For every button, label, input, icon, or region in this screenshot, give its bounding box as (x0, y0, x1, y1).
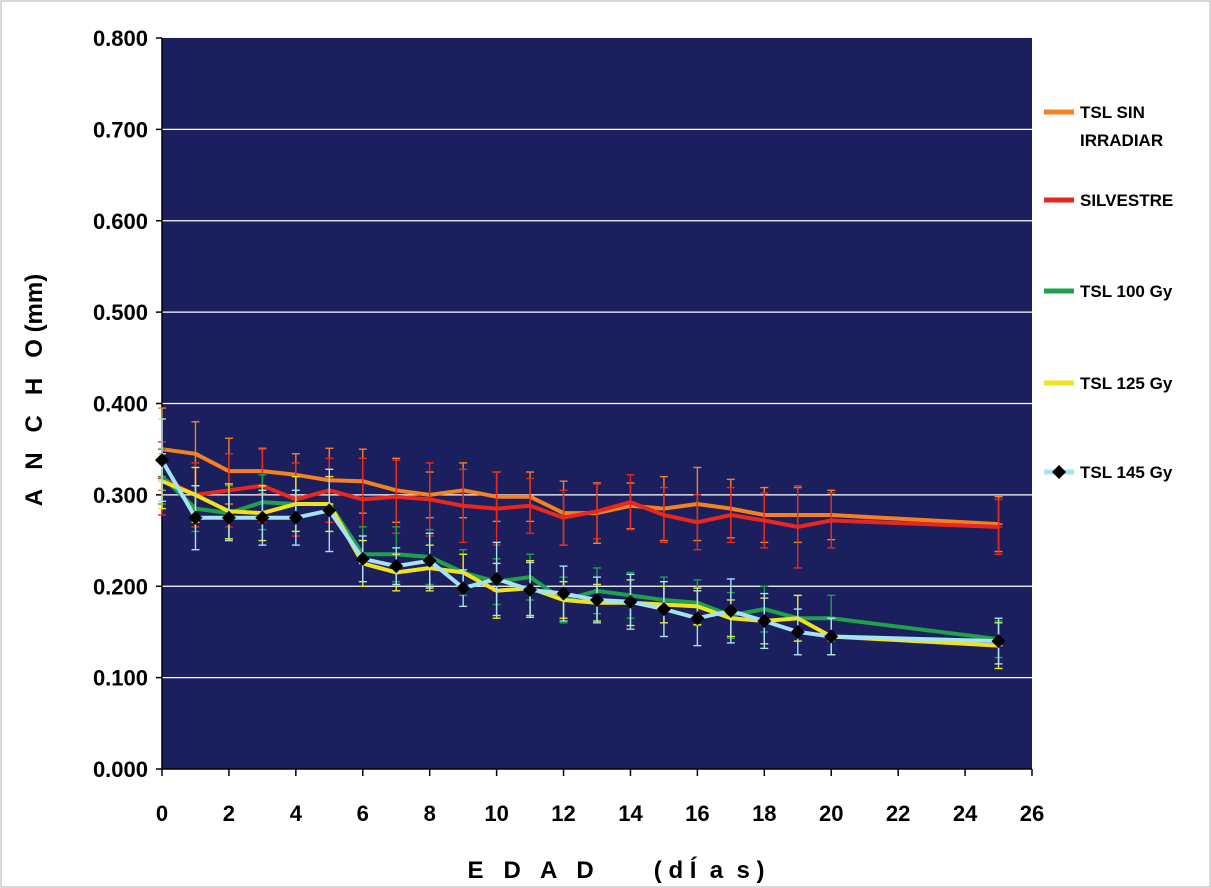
y-tick-label-7: 0.700 (93, 117, 148, 142)
y-tick-label-6: 0.600 (93, 209, 148, 234)
y-tick-label-3: 0.300 (93, 483, 148, 508)
data-point-4-5 (322, 503, 337, 518)
x-tick-label-8: 16 (685, 801, 709, 826)
legend-label-1-0: SILVESTRE (1080, 191, 1173, 210)
series-4 (155, 418, 1006, 665)
data-point-4-11 (523, 582, 538, 597)
y-tick-label-4: 0.400 (93, 392, 148, 417)
y-axis-title: A N C H O (mm) (21, 274, 48, 506)
legend-item-0: TSL SIN IRRADIAR (1044, 103, 1163, 150)
series-line-0 (161, 447, 999, 527)
legend-label-0-0: TSL SIN (1080, 103, 1145, 122)
legend-item-2: TSL 100 Gy (1044, 282, 1173, 301)
x-tick-label-6: 12 (551, 801, 575, 826)
x-tick-label-12: 24 (953, 801, 978, 826)
data-point-4-0 (155, 453, 169, 468)
data-point-4-21 (991, 634, 1006, 649)
series-line-1 (161, 476, 999, 529)
data-point-4-16 (690, 611, 705, 626)
data-point-4-19 (790, 624, 805, 639)
data-point-4-14 (623, 594, 638, 609)
legend-label-3-0: TSL 125 Gy (1080, 374, 1173, 393)
data-point-4-17 (723, 603, 738, 618)
data-point-4-15 (656, 602, 671, 617)
x-tick-label-4: 8 (424, 801, 436, 826)
series-layer (155, 407, 1006, 670)
series-line-4 (160, 459, 999, 644)
x-tick-label-10: 20 (819, 801, 843, 826)
legend-marker-4 (1052, 465, 1066, 479)
y-tick-label-8: 0.800 (93, 26, 148, 51)
x-tick-label-11: 22 (886, 801, 910, 826)
legend: TSL SIN IRRADIAR SILVESTRE TSL 100 Gy TSL 12… (1044, 103, 1173, 482)
x-tick-label-13: 26 (1020, 801, 1044, 826)
data-point-4-13 (590, 592, 604, 607)
x-tick-label-9: 18 (752, 801, 776, 826)
data-point-4-12 (556, 586, 571, 601)
data-point-4-9 (456, 581, 471, 596)
data-point-4-10 (489, 571, 504, 586)
legend-label-0-1: IRRADIAR (1080, 131, 1163, 150)
y-tick-label-0: 0.000 (93, 757, 148, 782)
data-point-4-7 (389, 559, 404, 574)
x-tick-label-0: 0 (156, 801, 168, 826)
data-point-4-1 (188, 510, 203, 525)
x-tick-label-7: 14 (618, 801, 643, 826)
legend-label-4-0: TSL 145 Gy (1080, 463, 1173, 482)
legend-label-2-0: TSL 100 Gy (1080, 282, 1173, 301)
legend-item-1: SILVESTRE (1044, 191, 1173, 210)
x-tick-label-1: 2 (223, 801, 235, 826)
data-point-4-20 (824, 629, 839, 644)
data-point-4-4 (288, 510, 303, 525)
x-tick-label-2: 4 (290, 801, 303, 826)
y-tick-label-1: 0.100 (93, 666, 148, 691)
legend-item-3: TSL 125 Gy (1044, 374, 1173, 393)
data-point-4-18 (757, 613, 772, 628)
data-point-4-8 (422, 553, 437, 568)
data-point-4-6 (355, 551, 370, 566)
axes: 0.000 0.100 0.200 0.300 0.400 0.500 0.600 0.700… (93, 26, 1044, 826)
x-axis-title: E D A D ( d Í a s ) (468, 856, 765, 884)
x-tick-label-5: 10 (484, 801, 508, 826)
data-point-4-2 (221, 510, 236, 525)
y-tick-label-5: 0.500 (93, 300, 148, 325)
x-tick-label-3: 6 (357, 801, 369, 826)
series-line-3 (161, 479, 999, 648)
y-tick-label-2: 0.200 (93, 574, 148, 599)
data-point-4-3 (255, 510, 270, 525)
series-line-2 (160, 475, 999, 642)
legend-item-4: TSL 145 Gy (1044, 463, 1173, 482)
